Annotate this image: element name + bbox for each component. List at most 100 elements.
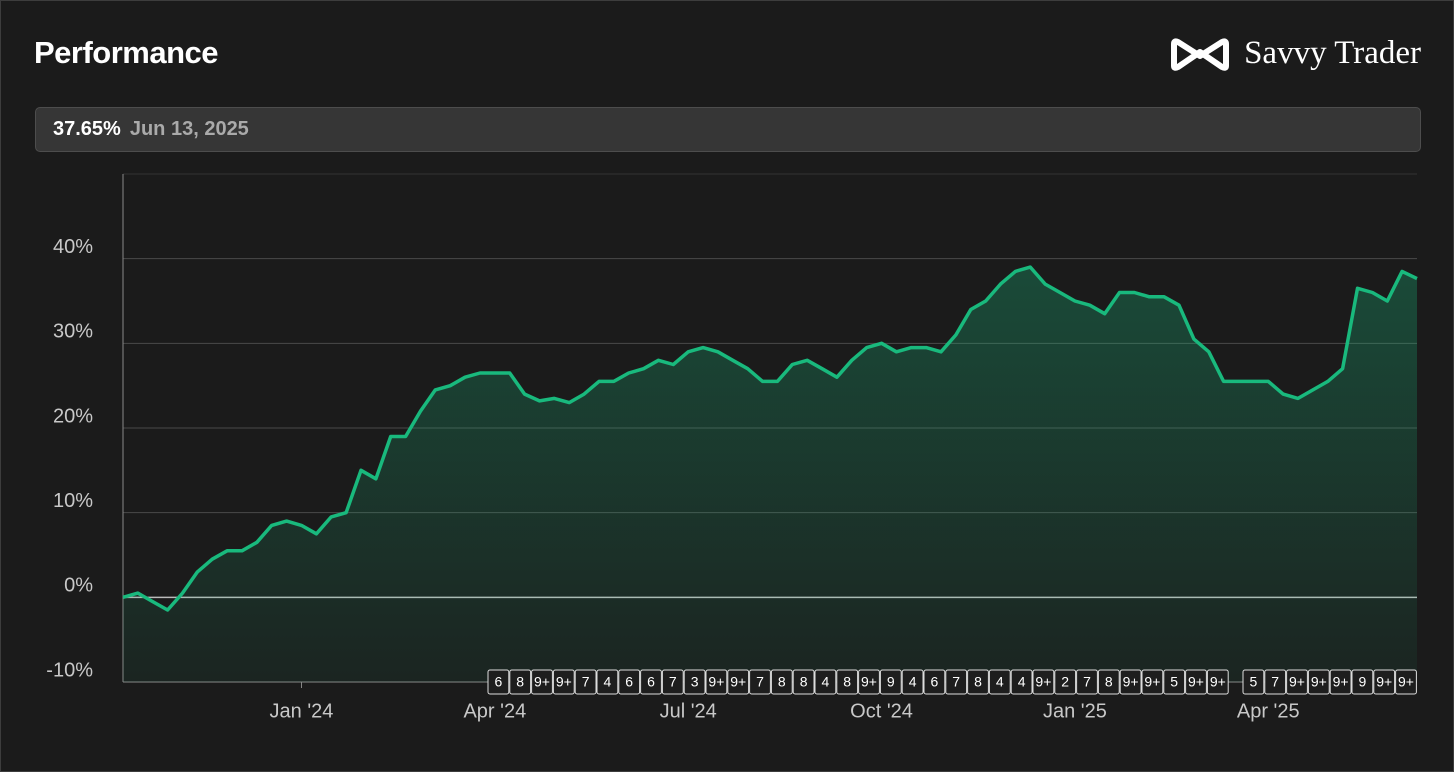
readout-date: Jun 13, 2025 <box>129 118 249 140</box>
event-marker-label: 3 <box>691 674 699 690</box>
event-marker <box>1373 669 1396 695</box>
event-marker-label: 5 <box>1250 674 1258 690</box>
event-marker <box>509 669 532 695</box>
event-marker <box>858 669 880 695</box>
event-marker <box>1097 669 1120 695</box>
event-marker-label: 8 <box>974 674 982 690</box>
event-marker-label: 8 <box>1105 674 1113 690</box>
event-marker-label: 7 <box>952 674 960 690</box>
area <box>123 267 1417 682</box>
event-marker <box>1206 669 1229 695</box>
event-marker <box>552 669 575 695</box>
brand: Savvy Trader <box>1170 35 1421 72</box>
event-marker-label: 9+ <box>1289 674 1305 690</box>
x-tick-label: Apr '24 <box>463 700 526 722</box>
event-marker-label: 6 <box>495 674 503 690</box>
event-marker-label: 9+ <box>1210 674 1226 690</box>
event-marker-label: 9 <box>1359 674 1367 690</box>
event-marker-label: 9+ <box>534 674 550 690</box>
event-marker-label: 9+ <box>1376 674 1392 690</box>
event-marker <box>1286 669 1308 695</box>
event-marker <box>879 669 902 695</box>
event-marker-label: 8 <box>843 674 851 690</box>
y-tick-label: 40% <box>53 236 93 258</box>
y-tick-label: 0% <box>64 575 93 597</box>
event-marker <box>618 669 641 695</box>
event-marker <box>574 669 597 695</box>
event-marker-label: 4 <box>996 674 1004 690</box>
brand-name: Savvy Trader <box>1244 35 1421 71</box>
event-marker-label: 4 <box>909 674 917 690</box>
event-marker <box>705 669 728 695</box>
event-marker <box>1329 669 1352 695</box>
event-marker <box>836 669 859 695</box>
event-marker <box>749 669 771 695</box>
event-marker-label: 9+ <box>730 674 746 690</box>
event-marker <box>1307 669 1330 695</box>
event-marker-label: 4 <box>1018 674 1026 690</box>
x-tick-label: Apr '25 <box>1237 700 1300 722</box>
x-tick-label: Jan '24 <box>270 700 334 722</box>
event-marker-label: 8 <box>516 674 524 690</box>
event-marker-label: 9+ <box>1035 674 1051 690</box>
y-tick-label: 20% <box>53 405 93 427</box>
event-marker <box>792 669 815 695</box>
event-marker <box>1185 669 1207 695</box>
event-marker <box>1119 669 1142 695</box>
y-tick-label: -10% <box>46 659 93 681</box>
line <box>122 265 1418 612</box>
event-marker <box>1242 669 1265 695</box>
event-marker <box>1032 669 1055 695</box>
event-marker-label: 2 <box>1061 674 1069 690</box>
event-marker <box>770 669 793 695</box>
event-marker <box>1395 669 1417 695</box>
readout: 37.65% Jun 13, 2025 <box>35 107 1421 152</box>
event-marker <box>1163 669 1186 695</box>
event-marker <box>661 669 684 695</box>
event-marker <box>1351 669 1374 695</box>
y-tick-label: 10% <box>53 490 93 512</box>
event-marker <box>727 669 750 695</box>
event-marker-label: 9+ <box>1123 674 1139 690</box>
event-marker <box>1141 669 1164 695</box>
event-marker-label: 6 <box>625 674 633 690</box>
readout-value: 37.65% <box>53 118 121 140</box>
event-marker <box>1076 669 1098 695</box>
event-marker-label: 9+ <box>556 674 572 690</box>
page-title: Performance <box>34 35 219 70</box>
brand-logo <box>1171 37 1230 71</box>
event-marker <box>531 669 553 695</box>
event-marker-label: 7 <box>1083 674 1091 690</box>
event-marker <box>1054 669 1077 695</box>
event-marker-label: 5 <box>1170 674 1178 690</box>
event-marker <box>1010 669 1033 695</box>
event-marker <box>814 669 837 695</box>
event-marker <box>945 669 968 695</box>
event-marker-label: 7 <box>756 674 764 690</box>
event-marker-label: 7 <box>669 674 677 690</box>
x-tick-label: Oct '24 <box>850 700 913 722</box>
event-marker-label: 9+ <box>1144 674 1160 690</box>
event-marker-label: 9+ <box>1188 674 1204 690</box>
y-tick-label: 30% <box>53 321 93 343</box>
event-marker-label: 4 <box>604 674 612 690</box>
event-marker <box>683 669 706 695</box>
event-marker-label: 4 <box>822 674 830 690</box>
event-marker-label: 7 <box>582 674 590 690</box>
event-marker-label: 9+ <box>1398 674 1414 690</box>
event-marker-label: 9 <box>887 674 895 690</box>
x-tick-label: Jul '24 <box>660 700 717 722</box>
event-marker-label: 9+ <box>1333 674 1349 690</box>
event-marker <box>640 669 662 695</box>
event-marker <box>988 669 1011 695</box>
event-marker-label: 7 <box>1271 674 1279 690</box>
x-tick-label: Jan '25 <box>1043 700 1107 722</box>
event-marker-label: 9+ <box>1311 674 1327 690</box>
event-marker-label: 6 <box>647 674 655 690</box>
event-marker <box>487 669 510 695</box>
event-marker <box>923 669 946 695</box>
event-marker-label: 9+ <box>708 674 724 690</box>
event-marker-label: 8 <box>778 674 786 690</box>
